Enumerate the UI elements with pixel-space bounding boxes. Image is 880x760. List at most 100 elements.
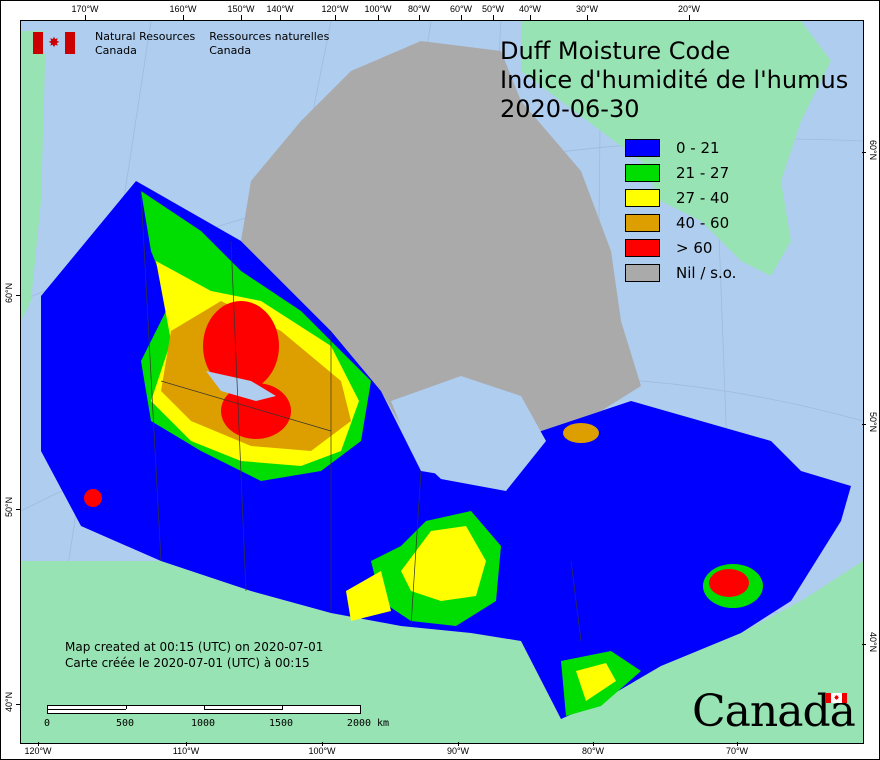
scale-label: 1500 bbox=[268, 718, 294, 729]
legend-swatch bbox=[625, 213, 660, 232]
legend-label: Nil / s.o. bbox=[676, 263, 737, 282]
tick-mark bbox=[16, 295, 20, 296]
canada-flag-icon: ✸ bbox=[33, 32, 75, 54]
axis-label: 110°W bbox=[172, 746, 200, 756]
axis-label: 40°N bbox=[4, 691, 14, 712]
title-french: Indice d'humidité de l'humus bbox=[500, 66, 849, 94]
tick-mark bbox=[862, 152, 866, 153]
tick-mark bbox=[461, 15, 462, 20]
tick-mark bbox=[335, 15, 336, 20]
alaska-land bbox=[21, 31, 46, 321]
great-slave-lake bbox=[206, 371, 276, 401]
map-date: 2020-06-30 bbox=[500, 95, 640, 123]
legend-swatch bbox=[625, 188, 660, 207]
tick-mark bbox=[16, 704, 20, 705]
legend-label: 27 - 40 bbox=[676, 188, 730, 207]
axis-label: 50°N bbox=[4, 496, 14, 517]
legend-label: 40 - 60 bbox=[676, 213, 730, 232]
legend-item: 40 - 60 bbox=[625, 210, 736, 235]
southern-ontario-yellow bbox=[576, 663, 616, 701]
nrcan-signature: ✸ Natural Resources Canada Ressources na… bbox=[33, 30, 329, 58]
axis-label: 120°W bbox=[321, 4, 349, 14]
fire-weather-map bbox=[20, 20, 864, 744]
legend-label: 21 - 27 bbox=[676, 163, 730, 182]
tick-mark bbox=[587, 15, 588, 20]
tick-mark bbox=[85, 15, 86, 20]
creation-note: Map created at 00:15 (UTC) on 2020-07-01… bbox=[65, 639, 323, 671]
tick-mark bbox=[186, 742, 187, 746]
agency-fr-line1: Ressources naturelles bbox=[209, 30, 330, 43]
axis-label: 80°W bbox=[407, 4, 431, 14]
axis-label: 120°W bbox=[24, 746, 52, 756]
axis-label: 80°W bbox=[581, 746, 605, 756]
map-title: Duff Moisture Code Indice d'humidité de … bbox=[500, 37, 848, 124]
tick-mark bbox=[419, 15, 420, 20]
axis-label: 50°N bbox=[868, 412, 878, 433]
usa-land bbox=[21, 561, 863, 743]
created-french: Carte créée le 2020-07-01 (UTC) à 00:15 bbox=[65, 656, 310, 670]
axis-label: 100°W bbox=[308, 746, 336, 756]
ontario-yellow bbox=[401, 526, 486, 601]
quebec-over-60 bbox=[709, 569, 749, 597]
tick-mark bbox=[862, 644, 866, 645]
axis-label: 60°N bbox=[4, 282, 14, 303]
tick-mark bbox=[737, 742, 738, 746]
tick-mark bbox=[862, 424, 866, 425]
nrcan-french: Ressources naturelles Canada bbox=[209, 30, 329, 58]
axis-label: 70°W bbox=[725, 746, 749, 756]
scale-label: 500 bbox=[115, 718, 135, 729]
zone-over-60 bbox=[203, 301, 279, 391]
greenland bbox=[521, 21, 831, 276]
axis-label: 30°W bbox=[575, 4, 599, 14]
axis-label: 60°N bbox=[868, 140, 878, 161]
tick-mark bbox=[493, 15, 494, 20]
legend-swatch bbox=[625, 163, 660, 182]
tick-mark bbox=[378, 15, 379, 20]
tick-mark bbox=[322, 742, 323, 746]
agency-fr-line2: Canada bbox=[209, 44, 252, 57]
legend-swatch bbox=[625, 263, 660, 282]
map-graphic bbox=[21, 21, 863, 743]
tick-mark bbox=[280, 15, 281, 20]
title-english: Duff Moisture Code bbox=[500, 37, 731, 65]
axis-label: 100°W bbox=[364, 4, 392, 14]
legend-label: > 60 bbox=[676, 238, 713, 257]
agency-en-line2: Canada bbox=[95, 44, 137, 57]
scale-label: 2000 km bbox=[346, 718, 390, 729]
tick-mark bbox=[689, 15, 690, 20]
wordmark-flag-icon: ✸ bbox=[826, 693, 847, 703]
legend-item: Nil / s.o. bbox=[625, 260, 736, 285]
axis-label: 40°W bbox=[518, 4, 542, 14]
axis-label: 150°W bbox=[227, 4, 255, 14]
labrador-orange bbox=[563, 423, 599, 443]
bc-over-60 bbox=[84, 489, 102, 507]
legend-label: 0 - 21 bbox=[676, 138, 720, 157]
scale-label: 0 bbox=[43, 718, 51, 729]
axis-label: 140°W bbox=[266, 4, 294, 14]
scale-bar bbox=[47, 705, 361, 714]
arctic-nil bbox=[241, 41, 641, 471]
tick-mark bbox=[530, 15, 531, 20]
tick-mark bbox=[458, 742, 459, 746]
axis-label: 50°W bbox=[481, 4, 505, 14]
agency-en-line1: Natural Resources bbox=[95, 30, 196, 43]
axis-label: 40°N bbox=[868, 632, 878, 653]
axis-label: 90°W bbox=[446, 746, 470, 756]
legend: 0 - 21 21 - 27 27 - 40 40 - 60 > 60 Nil / s.o… bbox=[625, 135, 736, 285]
legend-swatch bbox=[625, 238, 660, 257]
legend-item: 0 - 21 bbox=[625, 135, 736, 160]
tick-mark bbox=[241, 15, 242, 20]
tick-mark bbox=[183, 15, 184, 20]
scale-label: 1000 bbox=[190, 718, 216, 729]
axis-label: 60°W bbox=[449, 4, 473, 14]
legend-swatch bbox=[625, 138, 660, 157]
legend-item: 21 - 27 bbox=[625, 160, 736, 185]
prairie-yellow bbox=[346, 571, 391, 621]
tick-mark bbox=[38, 742, 39, 746]
created-english: Map created at 00:15 (UTC) on 2020-07-01 bbox=[65, 640, 324, 654]
legend-item: 27 - 40 bbox=[625, 185, 736, 210]
boundaries bbox=[140, 190, 582, 642]
axis-label: 160°W bbox=[169, 4, 197, 14]
axis-label: 170°W bbox=[71, 4, 99, 14]
legend-item: > 60 bbox=[625, 235, 736, 260]
